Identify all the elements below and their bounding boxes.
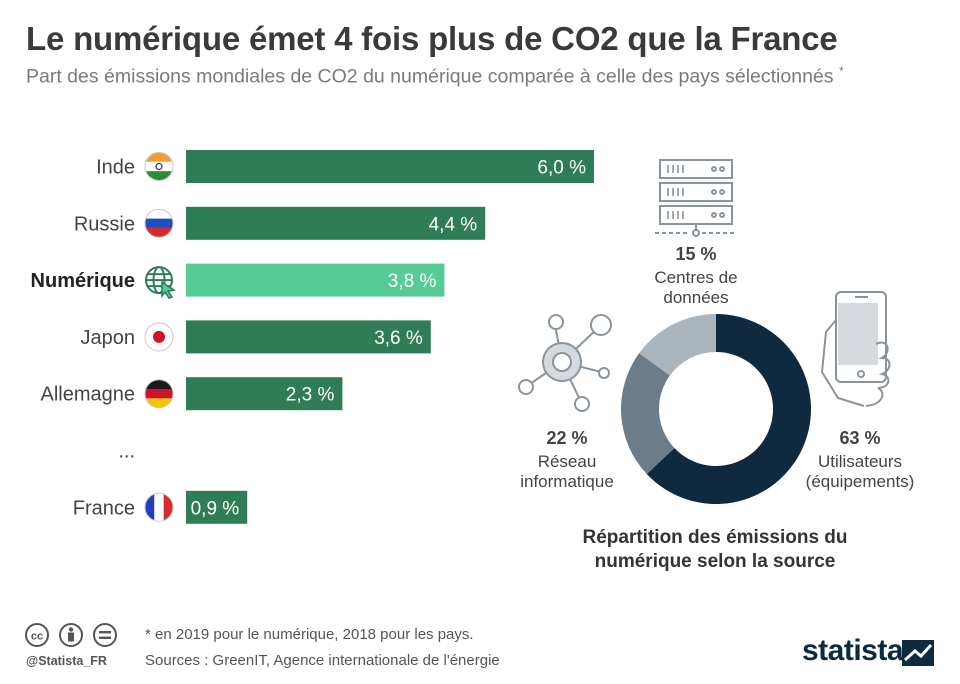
- by-icon: [59, 623, 83, 647]
- donut-slice: [621, 353, 675, 475]
- bar: [186, 206, 486, 240]
- smartphone-hand-icon: [820, 291, 891, 407]
- bar: [186, 490, 248, 524]
- donut-slice: [639, 314, 716, 376]
- network-icon: [518, 314, 612, 412]
- flag-france-icon: [144, 492, 174, 522]
- bar-value-label: 3,8 %: [388, 271, 437, 292]
- bar-value-label: 4,4 %: [429, 214, 478, 235]
- bar: [186, 263, 445, 297]
- segment-label-users: 63 % Utilisateurs (équipements): [805, 428, 915, 491]
- bar-category-label: Numérique: [31, 270, 135, 292]
- social-handle: @Statista_FR: [26, 654, 107, 668]
- bar-category-label: Russie: [74, 213, 135, 235]
- footnote: * en 2019 pour le numérique, 2018 pour l…: [145, 626, 474, 643]
- bar: [186, 320, 431, 354]
- sources: Sources : GreenIT, Agence internationale…: [145, 652, 500, 669]
- chart-title: Le numérique émet 4 fois plus de CO2 que…: [26, 20, 838, 57]
- bar-category-label: Inde: [96, 157, 135, 179]
- segment-label-datacenters: 15 % Centres de données: [654, 244, 738, 307]
- svg-text:cc: cc: [31, 631, 43, 643]
- flag-russia-icon: [144, 208, 174, 238]
- statista-logo-icon: [902, 640, 934, 666]
- cc-icon: cc: [25, 623, 49, 647]
- flag-germany-icon: [144, 379, 174, 409]
- bar-value-label: 2,3 %: [286, 385, 335, 406]
- license-icons: cc: [25, 623, 117, 647]
- bar-value-label: 3,6 %: [374, 328, 423, 349]
- bar-value-label: 0,9 %: [191, 498, 240, 519]
- segment-label-network: 22 % Réseau informatique: [520, 428, 614, 491]
- brand-logo-text[interactable]: statista: [802, 634, 904, 667]
- donut-title: Répartition des émissions du numérique s…: [582, 527, 848, 572]
- bar-category-label: Japon: [81, 327, 136, 349]
- globe-cursor-icon: [145, 266, 176, 299]
- bar: [186, 150, 594, 183]
- bar-value-label: 6,0 %: [537, 158, 586, 179]
- server-rack-icon: [655, 159, 737, 237]
- nd-icon: [93, 623, 117, 647]
- bar-category-label: ...: [118, 441, 135, 463]
- bar: [186, 377, 343, 411]
- donut-slice: [646, 314, 812, 504]
- flag-india-icon: [144, 152, 174, 181]
- flag-japan-icon: [144, 322, 174, 352]
- chart-subtitle: Part des émissions mondiales de CO2 du n…: [26, 64, 844, 88]
- bar-category-label: Allemagne: [40, 384, 135, 406]
- bar-category-label: France: [73, 497, 135, 519]
